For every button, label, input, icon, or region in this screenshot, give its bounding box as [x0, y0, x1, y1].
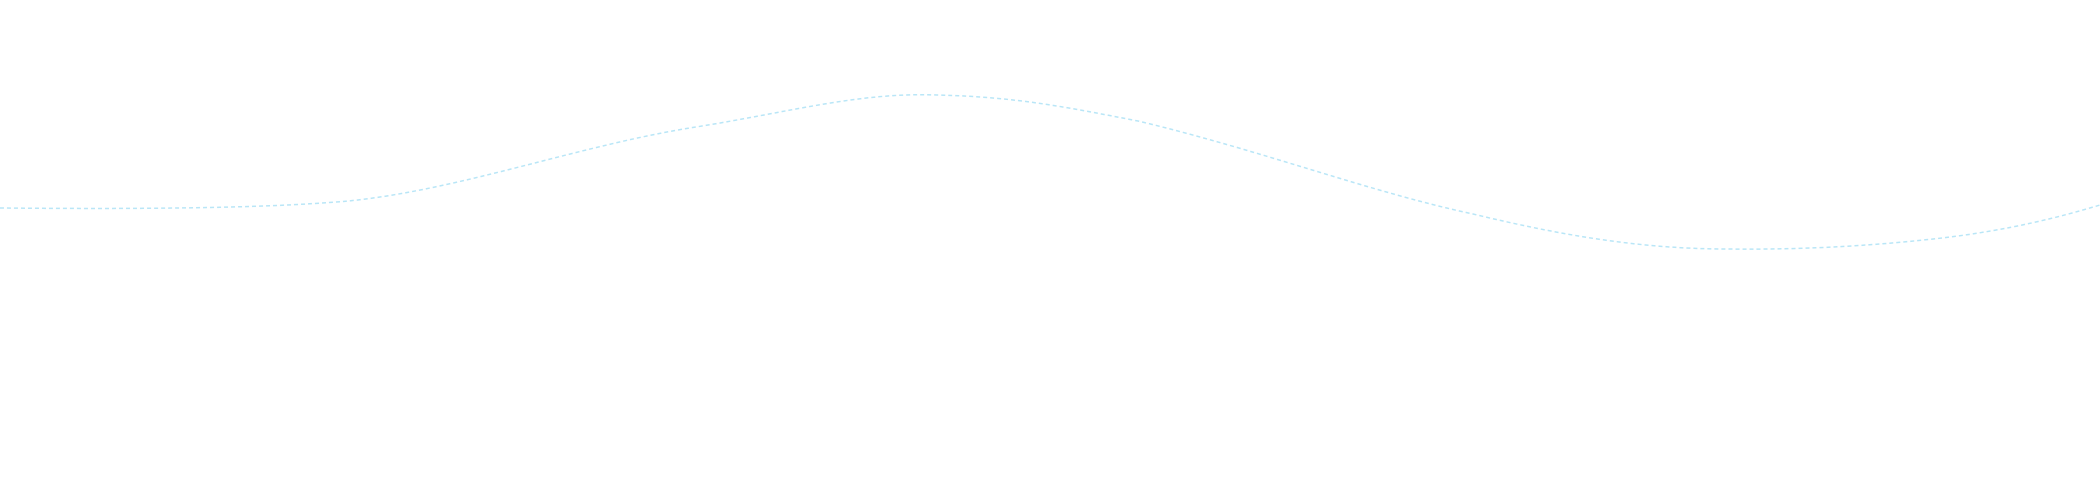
decorative-wave	[0, 93, 2100, 250]
